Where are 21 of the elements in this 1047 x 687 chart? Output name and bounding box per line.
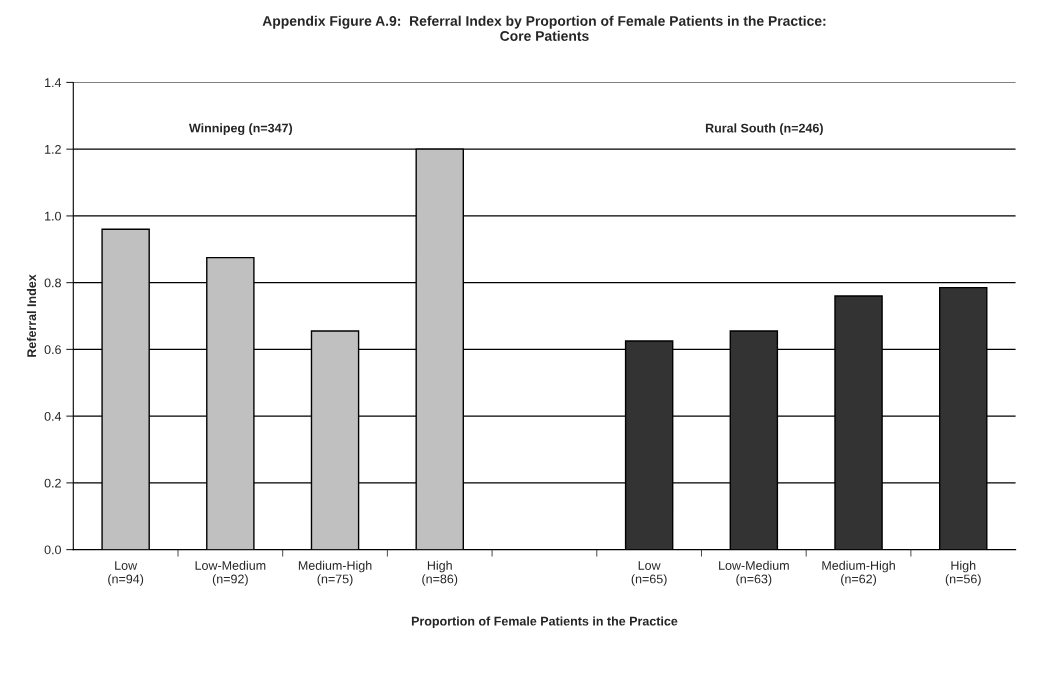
x-tick-label: Low (n=65) bbox=[631, 561, 667, 586]
x-tick-label: Medium-High (n=62) bbox=[822, 560, 895, 586]
y-tick-label: 0.2 bbox=[44, 478, 61, 488]
chart-title: Appendix Figure A.9: Referral Index by Proportion of Female Patients in the Practice: Core Patients bbox=[262, 15, 826, 41]
y-axis-title: Referral Index bbox=[26, 274, 37, 357]
y-tick-label: 1.0 bbox=[45, 211, 61, 221]
y-tick-label: 1.2 bbox=[45, 144, 61, 154]
x-tick-label: Low-Medium (n=92) bbox=[195, 560, 266, 586]
y-tick-label: 0.4 bbox=[44, 411, 62, 421]
y-tick-label: 1.4 bbox=[45, 78, 62, 87]
x-tick-label: Low-Medium (n=63) bbox=[719, 560, 789, 586]
annotation: Winnipeg (n=347) bbox=[188, 123, 293, 136]
x-axis-title: Proportion of Female Patients in the Practice bbox=[411, 616, 678, 629]
y-tick-label: 0.8 bbox=[44, 278, 61, 288]
annotation: Rural South (n=246) bbox=[705, 123, 823, 135]
x-tick-label: Medium-High (n=75) bbox=[298, 560, 372, 586]
x-tick-label: High (n=56) bbox=[945, 560, 981, 586]
y-tick-label: 0.0 bbox=[44, 545, 61, 555]
x-tick-label: High (n=86) bbox=[422, 560, 458, 586]
x-tick-label: Low (n=94) bbox=[108, 561, 144, 586]
y-tick-label: 0.6 bbox=[44, 345, 61, 355]
